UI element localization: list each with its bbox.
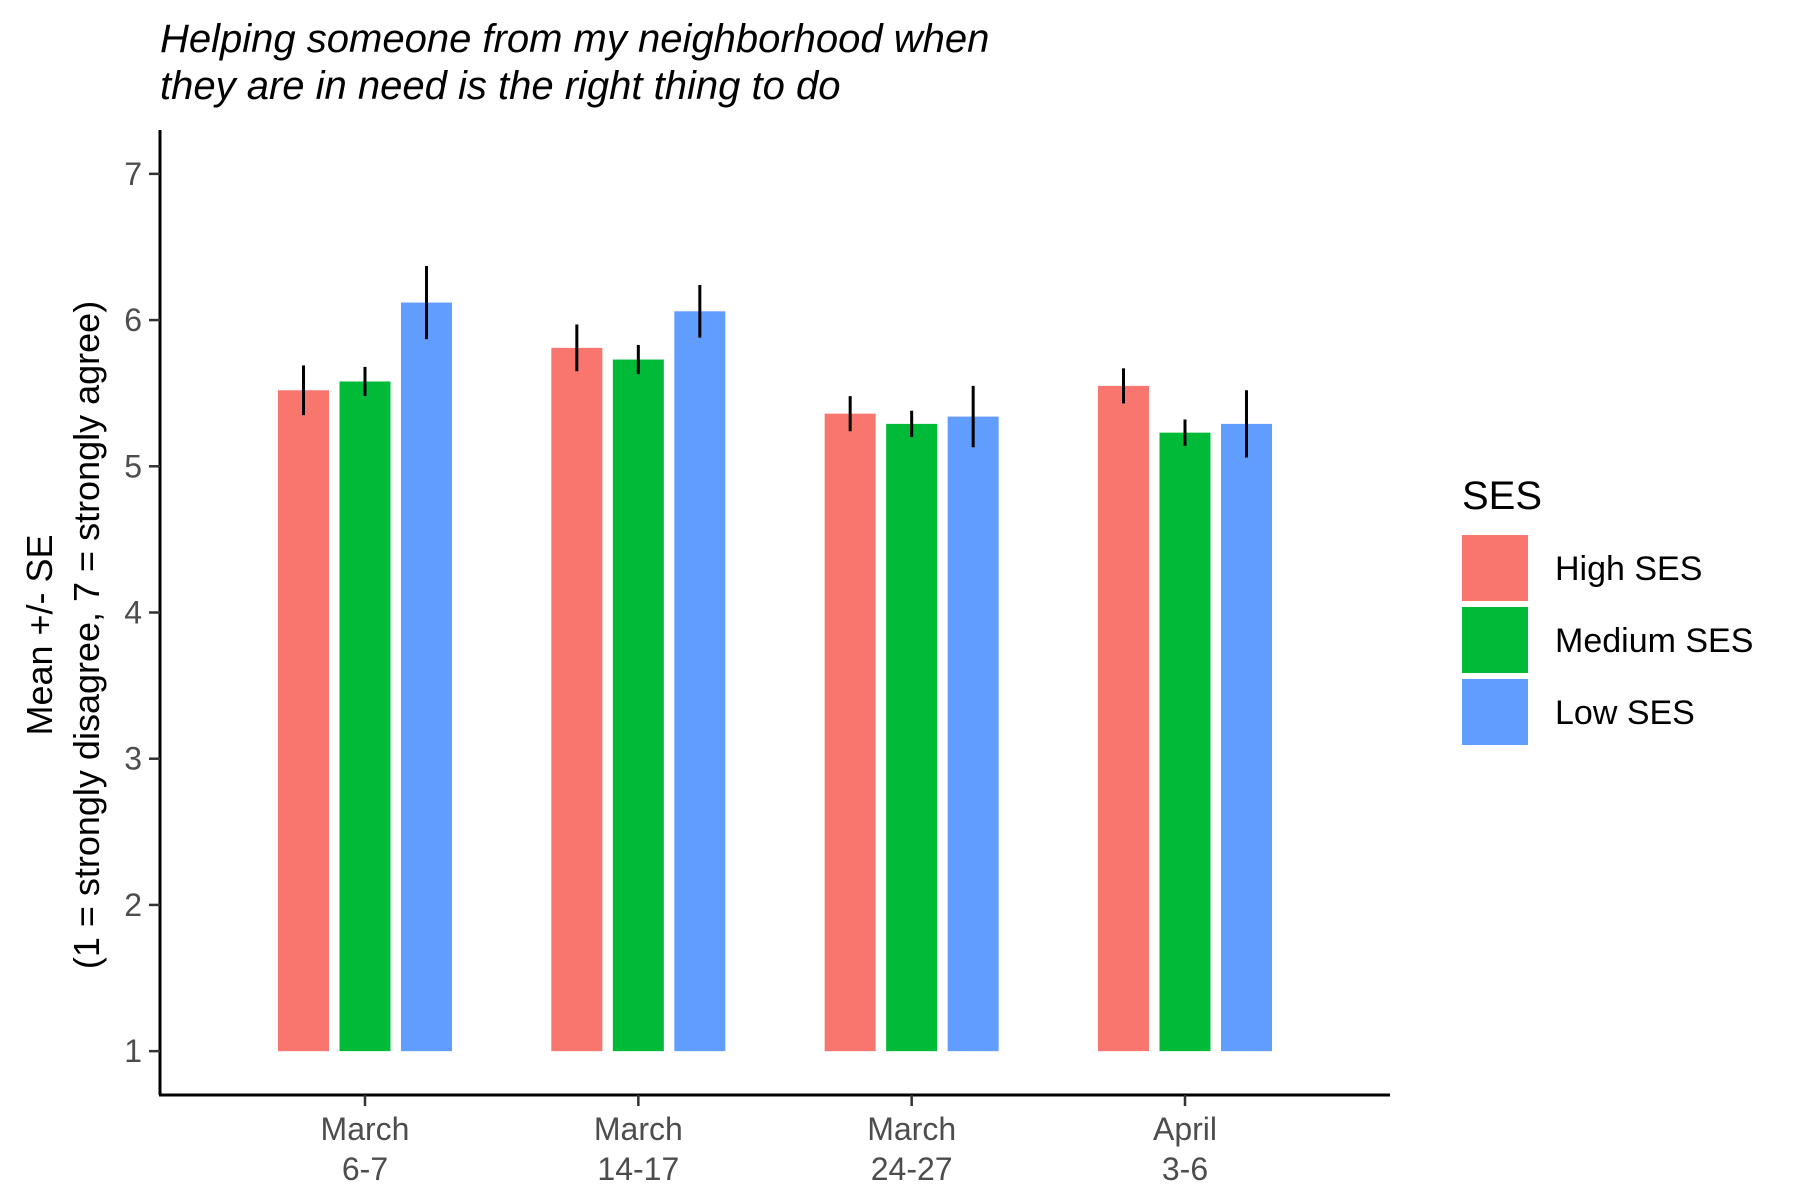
bar-low-ses-0 [401,302,452,1052]
x-tick-label-0-line-2: 6-7 [342,1151,388,1187]
x-tick-label-3-line-2: 3-6 [1162,1151,1208,1187]
y-tick-label-5: 5 [124,448,142,484]
bar-low-ses-1 [674,311,726,1052]
bar-medium-ses-3 [1159,432,1211,1052]
bar-low-ses-3 [1221,423,1272,1052]
bar-medium-ses-0 [339,381,391,1052]
y-tick-label-2: 2 [124,887,142,923]
y-tick-label-1: 1 [124,1033,142,1069]
y-tick-label-6: 6 [124,302,142,338]
legend: SES High SES Medium SES Low SES [1462,474,1753,745]
y-axis-title-line-1: Mean +/- SE [19,534,60,735]
bar-medium-ses-2 [886,423,938,1052]
legend-label-high-ses: High SES [1555,550,1702,588]
y-tick-label-3: 3 [124,741,142,777]
legend-title: SES [1462,474,1542,518]
legend-key-low-ses [1462,679,1528,745]
title-line-1: Helping someone from my neighborhood whe… [160,17,989,61]
bar-low-ses-2 [947,416,999,1052]
x-tick-label-0-line-1: March [321,1111,410,1147]
legend-key-medium-ses [1462,607,1528,673]
x-tick-label-2-line-2: 24-27 [871,1151,953,1187]
y-axis-title-line-2: (1 = strongly disagree, 7 = strongly agr… [66,301,107,969]
x-tick-label-1-line-2: 14-17 [597,1151,679,1187]
legend-label-low-ses: Low SES [1555,694,1695,732]
legend-label-medium-ses: Medium SES [1555,622,1753,660]
x-tick-label-2-line-1: March [867,1111,956,1147]
plot-area [278,265,1272,1052]
bar-high-ses-1 [551,347,603,1052]
title-line-2: they are in need is the right thing to d… [160,64,840,108]
y-tick-label-4: 4 [124,595,142,631]
x-tick-label-1-line-1: March [594,1111,683,1147]
legend-key-high-ses [1462,535,1528,601]
bar-high-ses-0 [278,390,329,1052]
y-axis-ticks: 1 2 3 4 5 6 7 [124,156,160,1069]
x-tick-label-3-line-1: April [1153,1111,1217,1147]
x-axis-ticks: March 6-7 March 14-17 March 24-27 April 3-6 [321,1095,1217,1187]
chart-title: Helping someone from my neighborhood whe… [160,17,989,108]
bar-high-ses-3 [1098,385,1149,1052]
y-axis-title: Mean +/- SE (1 = strongly disagree, 7 = … [19,301,107,969]
bar-medium-ses-1 [612,359,664,1052]
bar-high-ses-2 [824,413,876,1052]
legend-items: High SES Medium SES Low SES [1462,535,1753,745]
y-tick-label-7: 7 [124,156,142,192]
